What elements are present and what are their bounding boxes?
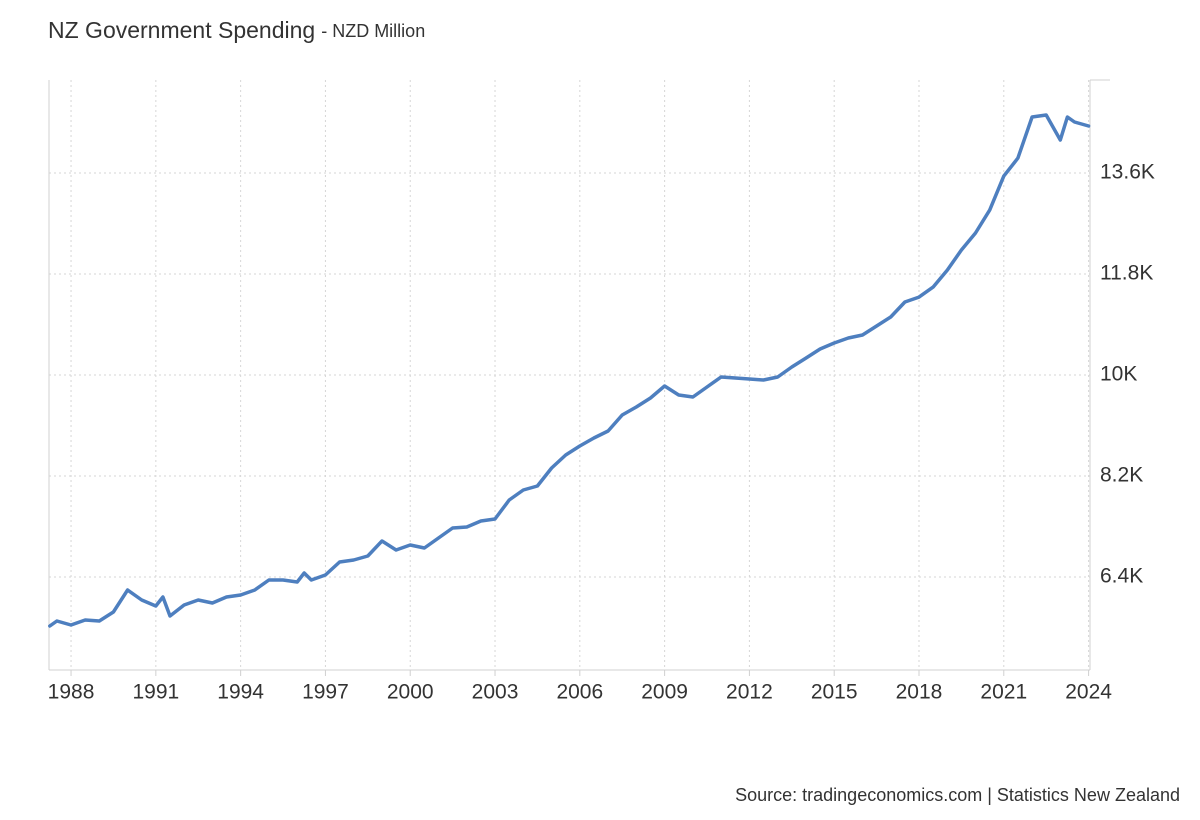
x-tick-label: 2018 bbox=[896, 681, 943, 704]
x-tick-label: 2006 bbox=[556, 681, 603, 704]
x-tick-label: 1994 bbox=[217, 681, 264, 704]
source-note: Source: tradingeconomics.com | Statistic… bbox=[735, 785, 1180, 805]
x-tick-label: 2021 bbox=[980, 681, 1027, 704]
x-tick-label: 2024 bbox=[1065, 681, 1112, 704]
chart-title: NZ Government Spending bbox=[48, 17, 315, 43]
y-tick-label: 8.2K bbox=[1100, 464, 1143, 487]
x-tick-label: 1991 bbox=[132, 681, 179, 704]
x-tick-label: 2003 bbox=[472, 681, 519, 704]
y-tick-label: 10K bbox=[1100, 363, 1137, 386]
chart-subtitle: - NZD Million bbox=[321, 21, 425, 41]
y-tick-label: 6.4K bbox=[1100, 565, 1143, 588]
x-tick-label: 1997 bbox=[302, 681, 349, 704]
y-tick-label: 11.8K bbox=[1100, 262, 1153, 285]
y-tick-label: 13.6K bbox=[1100, 161, 1155, 184]
x-tick-label: 2009 bbox=[641, 681, 688, 704]
x-tick-label: 1988 bbox=[48, 681, 95, 704]
x-tick-label: 2000 bbox=[387, 681, 434, 704]
x-tick-label: 2012 bbox=[726, 681, 773, 704]
data-line bbox=[48, 113, 1091, 628]
x-tick-label: 2015 bbox=[811, 681, 858, 704]
chart-title-line: NZ Government Spending - NZD Million bbox=[48, 17, 425, 43]
